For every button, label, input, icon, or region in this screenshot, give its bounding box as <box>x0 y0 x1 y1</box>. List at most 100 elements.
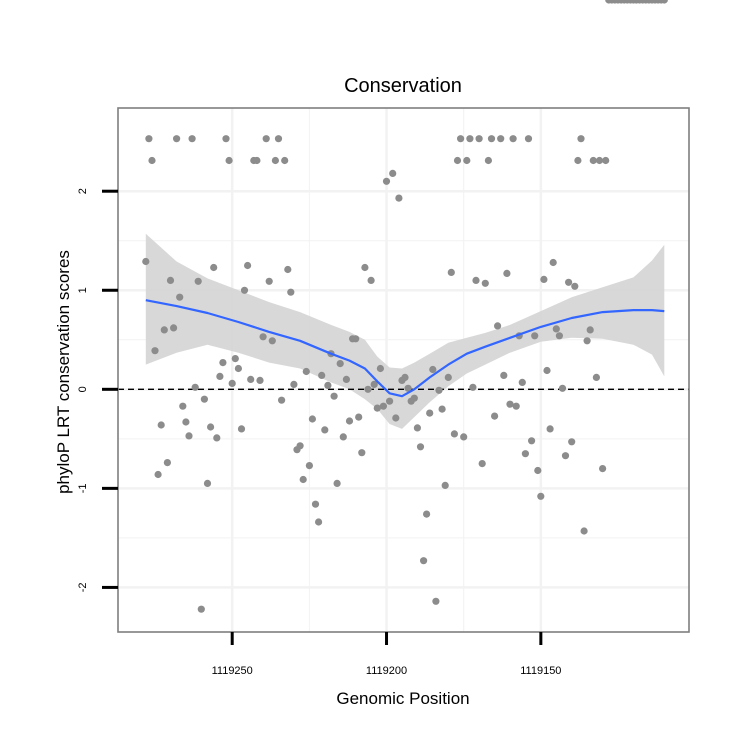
data-point <box>200 395 208 403</box>
data-point <box>367 276 375 284</box>
data-point <box>228 379 236 387</box>
data-point <box>602 156 610 165</box>
data-point <box>318 371 326 379</box>
data-point <box>336 360 344 368</box>
data-point <box>203 479 212 487</box>
data-point <box>586 326 594 334</box>
data-point <box>457 135 465 143</box>
data-point <box>481 279 489 287</box>
data-point <box>382 177 391 185</box>
data-point <box>376 364 384 373</box>
data-point <box>450 430 458 438</box>
data-point <box>182 418 190 426</box>
data-point <box>296 442 304 450</box>
data-point <box>589 156 597 165</box>
data-point <box>271 156 279 165</box>
x-axis-label: Genomic Position <box>336 689 469 708</box>
data-point <box>543 366 551 375</box>
data-point <box>469 383 477 391</box>
data-point <box>324 381 332 389</box>
data-point <box>521 450 530 458</box>
data-point <box>453 156 462 165</box>
data-point <box>154 470 162 479</box>
data-point <box>426 409 434 417</box>
data-point <box>472 276 480 284</box>
data-point <box>321 426 329 434</box>
data-point <box>188 135 196 143</box>
data-point <box>438 405 446 413</box>
data-point <box>148 156 156 165</box>
data-point <box>194 277 202 285</box>
y-tick-label: -2 <box>77 583 89 593</box>
data-point <box>395 194 403 202</box>
x-axis-ticks: 1119250 1119200 1119150 <box>212 632 561 677</box>
data-point <box>528 437 536 445</box>
data-point <box>423 510 431 518</box>
data-point <box>166 276 175 284</box>
data-point <box>534 466 542 475</box>
data-point <box>549 258 557 267</box>
data-point <box>333 479 341 487</box>
y-tick-label: -1 <box>77 484 89 494</box>
data-point <box>546 425 554 433</box>
data-point <box>342 375 350 383</box>
data-point <box>466 135 474 143</box>
data-point <box>583 337 591 345</box>
data-point <box>432 597 440 605</box>
data-point <box>540 275 548 283</box>
data-point <box>240 286 249 294</box>
panel-border <box>117 107 690 633</box>
data-point <box>444 373 452 381</box>
data-point <box>420 557 428 565</box>
data-point <box>253 156 261 165</box>
data-point <box>531 332 539 340</box>
data-point <box>170 324 178 332</box>
data-point <box>213 434 221 442</box>
x-tick-label: 1119150 <box>520 665 561 677</box>
data-point <box>284 265 292 274</box>
data-point <box>571 282 579 290</box>
data-point <box>355 413 363 421</box>
data-point <box>145 135 153 143</box>
data-point <box>429 365 437 374</box>
plot-panel <box>117 0 690 633</box>
data-point <box>364 385 372 393</box>
data-point <box>410 394 418 402</box>
data-point <box>197 605 205 613</box>
data-point <box>389 169 397 177</box>
data-point <box>491 412 499 420</box>
data-point <box>524 135 533 143</box>
data-point <box>151 347 159 355</box>
data-point <box>247 375 255 383</box>
data-point <box>447 268 455 276</box>
data-point <box>302 367 310 376</box>
data-point <box>565 278 573 286</box>
data-point <box>463 156 471 165</box>
data-point <box>568 438 576 446</box>
data-point <box>268 337 276 345</box>
data-point <box>555 332 564 340</box>
data-point <box>441 481 449 489</box>
y-tick-label: 2 <box>77 188 89 194</box>
data-point <box>401 373 409 381</box>
data-point <box>163 459 171 467</box>
chart-title: Conservation <box>344 75 462 97</box>
data-point <box>244 261 252 270</box>
data-point <box>561 452 570 460</box>
data-point <box>216 372 224 380</box>
data-point <box>577 135 585 143</box>
data-point <box>157 421 165 429</box>
data-point <box>305 462 313 470</box>
data-point <box>330 392 338 400</box>
data-point <box>308 415 316 423</box>
data-point <box>262 135 270 143</box>
data-point <box>234 364 242 373</box>
data-point <box>237 425 246 433</box>
data-point <box>599 465 607 473</box>
x-tick-label: 1119200 <box>366 665 407 677</box>
y-axis-ticks: -2 -1 0 1 2 <box>77 188 118 592</box>
data-point <box>315 518 323 526</box>
data-point <box>173 135 181 143</box>
data-point <box>500 371 508 379</box>
data-point <box>142 257 150 266</box>
